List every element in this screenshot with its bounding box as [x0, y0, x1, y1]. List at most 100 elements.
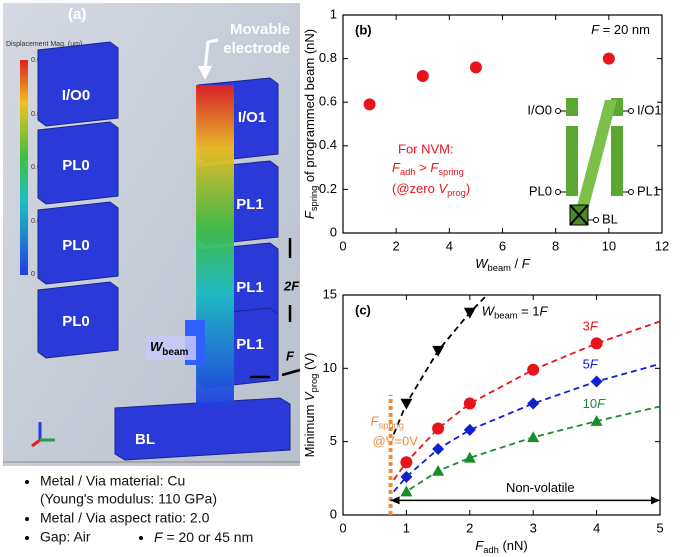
- y-tick-label: 1: [330, 6, 337, 21]
- bullet: [25, 480, 29, 484]
- x-tick-label: 4: [446, 238, 453, 253]
- label-part: prog: [309, 374, 319, 393]
- electrode: [566, 126, 578, 196]
- block-label: PL1: [236, 336, 264, 353]
- label-part: prog: [447, 188, 466, 198]
- label-part: F: [591, 22, 600, 37]
- point: [400, 398, 413, 410]
- label-part: (V): [302, 353, 317, 374]
- label: Fadh (nN): [475, 538, 527, 555]
- y-tick-label: 15: [323, 286, 337, 301]
- label: Fspring of programmed beam (nN): [302, 29, 319, 219]
- point: [527, 397, 540, 410]
- label-part: F: [475, 538, 484, 553]
- note: Metal / Via aspect ratio: 2.0: [40, 510, 210, 526]
- dim-label: F: [286, 348, 295, 363]
- block-label: BL: [135, 431, 155, 448]
- label-part: F: [430, 160, 439, 175]
- electrode-label: Movable: [230, 21, 290, 38]
- label-part: >: [416, 160, 431, 175]
- label-part: spring: [379, 421, 404, 431]
- point: [463, 307, 476, 319]
- y-tick-label: 10: [323, 360, 337, 375]
- y-tick-label: 0.2: [319, 181, 337, 196]
- plot-frame: [342, 294, 661, 516]
- point: [432, 465, 445, 476]
- notes: Metal / Via material: Cu (Young's modulu…: [25, 473, 253, 545]
- plot-frame: [342, 14, 663, 234]
- y-tick-label: 0.6: [319, 94, 337, 109]
- arrowhead: [651, 496, 660, 505]
- x-tick-label: 8: [552, 238, 559, 253]
- arrowhead: [198, 66, 212, 80]
- dim-label-part: beam: [162, 347, 188, 358]
- point: [463, 397, 476, 410]
- diagram-label: I/O1: [637, 102, 662, 117]
- point: [463, 423, 476, 436]
- block: [37, 281, 119, 359]
- block-label: PL0: [62, 313, 90, 330]
- label-part: 10: [583, 397, 597, 412]
- label-part: (nN): [499, 538, 528, 553]
- x-tick-label: 0: [339, 238, 346, 253]
- label-part: @V=0V: [373, 434, 419, 449]
- panel-label: (c): [355, 302, 371, 317]
- label: Wbeam / F: [475, 256, 531, 273]
- x-tick-label: 6: [499, 238, 506, 253]
- x-tick-label: 1: [403, 520, 410, 535]
- beam: [576, 100, 617, 210]
- diagram-label: BL: [602, 211, 618, 226]
- x-tick-label: 10: [602, 238, 616, 253]
- dim-arrow: [281, 368, 301, 377]
- label-part: W: [475, 256, 489, 271]
- note: Metal / Via material: Cu: [40, 473, 185, 489]
- point: [469, 61, 482, 74]
- via-cross: [569, 204, 589, 226]
- label: F = 20 nm: [591, 22, 650, 37]
- label-part: F: [597, 397, 606, 412]
- label-part: W: [482, 304, 496, 319]
- block-label: I/O1: [238, 109, 266, 126]
- label-part: F: [371, 414, 380, 429]
- panel-a: Displacement Mag. (um) 0.00996738 0.0074…: [3, 3, 301, 466]
- label-part: of programmed beam (nN): [302, 29, 317, 186]
- colorbar-title: Displacement Mag. (um): [6, 41, 82, 48]
- label-part: adh: [483, 545, 499, 555]
- point: [432, 345, 445, 357]
- y-tick-label: 0: [330, 506, 337, 521]
- terminals: [555, 108, 634, 223]
- label-part: F: [590, 357, 599, 372]
- x-tick-label: 5: [656, 520, 663, 535]
- note: Gap: Air: [40, 529, 91, 545]
- block-label: I/O0: [62, 87, 90, 104]
- diagram-label: PL0: [529, 183, 552, 198]
- note-part: = 20 or 45 nm: [163, 529, 254, 545]
- block: [114, 397, 291, 461]
- label: 5F: [583, 357, 599, 372]
- note-part: F: [154, 529, 164, 545]
- label-part: 3: [583, 319, 590, 334]
- point: [527, 363, 540, 376]
- label-box: [146, 336, 196, 360]
- axes-icon: [31, 422, 55, 448]
- point: [590, 337, 603, 350]
- label-part: F: [302, 210, 317, 219]
- electrode: [566, 98, 578, 116]
- label-part: spring: [309, 186, 319, 211]
- label: 3F: [583, 319, 599, 334]
- label-part: V: [302, 391, 317, 401]
- point: [432, 443, 445, 455]
- diagram-label: I/O0: [527, 102, 552, 117]
- point: [590, 415, 603, 426]
- x-tick-label: 2: [466, 520, 473, 535]
- bullet: [139, 536, 143, 540]
- note: (Young's modulus: 110 GPa): [40, 491, 217, 507]
- y-tick-label: 5: [330, 433, 337, 448]
- label: Wbeam = 1F: [482, 304, 549, 321]
- plot-area: [363, 52, 615, 111]
- point: [416, 70, 429, 83]
- point: [590, 375, 603, 388]
- block: [37, 121, 119, 205]
- x-tick-label: 12: [655, 238, 669, 253]
- dim-label: Wbeam: [150, 339, 189, 357]
